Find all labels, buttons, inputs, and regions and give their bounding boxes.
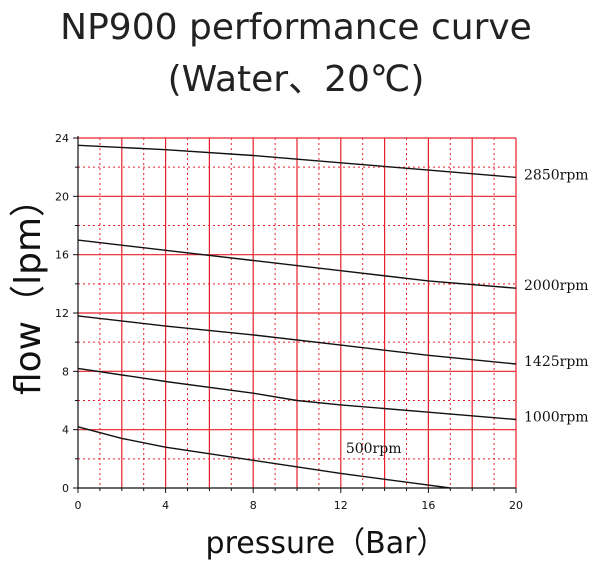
series-line-1425rpm (77, 315, 517, 365)
y-tick-label: 16 (55, 249, 69, 262)
series-label-2000rpm: 2000rpm (524, 278, 589, 294)
x-tick-label: 12 (334, 499, 348, 512)
x-tick-label: 16 (421, 499, 435, 512)
axes-frame (73, 136, 517, 493)
x-axis-title: pressure（Bar） (206, 526, 447, 561)
series-line-2850rpm (77, 144, 517, 179)
chart-title-line2: (Water、20℃) (167, 59, 425, 100)
series-line-500rpm (77, 426, 451, 489)
series-line-2000rpm (77, 239, 517, 289)
series-label-1000rpm: 1000rpm (524, 409, 589, 425)
series-layer (77, 144, 517, 489)
y-tick-label: 4 (62, 424, 69, 437)
y-tick-label: 20 (55, 190, 69, 203)
series-label-500rpm: 500rpm (346, 441, 402, 457)
y-tick-label: 8 (62, 365, 69, 378)
x-tick-label: 4 (162, 499, 169, 512)
grid-layer (78, 137, 516, 488)
y-tick-label: 0 (62, 482, 69, 495)
series-line-1000rpm (77, 367, 517, 421)
label-layer: 0 4 8 12 16 20 24 0 4 8 12 16 20 2850rpm 2000rpm 1425rp… (55, 132, 589, 512)
series-label-1425rpm: 1425rpm (524, 354, 589, 370)
series-label-2850rpm: 2850rpm (524, 167, 589, 183)
x-tick-label: 0 (75, 499, 82, 512)
y-axis-title: flow（lpm） (8, 181, 49, 395)
y-tick-label: 12 (55, 307, 69, 320)
x-tick-label: 20 (509, 499, 523, 512)
y-tick-label: 24 (55, 132, 69, 145)
chart-title-line1: NP900 performance curve (60, 7, 532, 48)
x-tick-label: 8 (250, 499, 257, 512)
